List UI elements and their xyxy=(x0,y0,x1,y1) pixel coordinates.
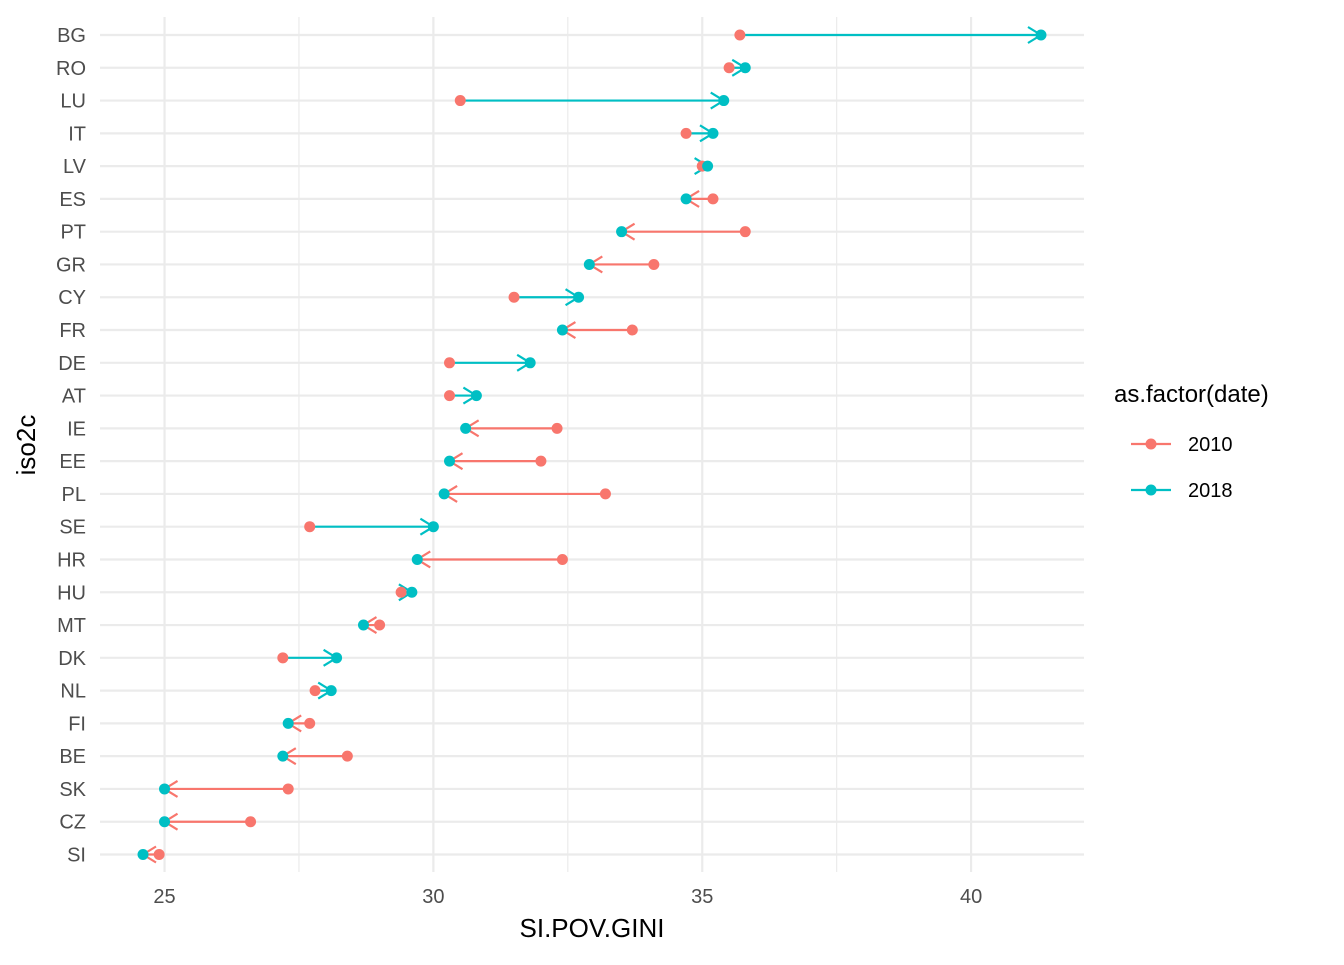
point-2010 xyxy=(444,357,456,369)
point-2010 xyxy=(739,226,751,238)
point-2018 xyxy=(680,193,692,205)
point-2018 xyxy=(159,783,171,795)
point-2018 xyxy=(739,62,751,74)
point-2018 xyxy=(707,127,719,139)
y-tick-label: PT xyxy=(60,222,86,244)
legend-key-point xyxy=(1145,484,1157,496)
point-2010 xyxy=(648,258,660,270)
axes: SI.POV.GINI iso2c 25 30 35 40 BG RO LU IT LV ES PT… xyxy=(11,25,982,943)
y-tick-label: HU xyxy=(57,582,86,604)
point-2010 xyxy=(535,455,547,467)
point-2010 xyxy=(304,521,316,533)
legend-item-label: 2018 xyxy=(1188,480,1233,502)
point-2018 xyxy=(427,521,439,533)
point-2018 xyxy=(524,357,536,369)
point-2018 xyxy=(325,685,337,697)
point-2018 xyxy=(460,422,472,434)
x-axis-label: SI.POV.GINI xyxy=(520,913,665,943)
grid xyxy=(100,17,1084,872)
y-tick-label: RO xyxy=(56,58,86,80)
point-2018 xyxy=(583,258,595,270)
x-tick-label: 25 xyxy=(153,886,175,908)
x-tick-label: 30 xyxy=(422,886,444,908)
y-tick-label: CY xyxy=(58,287,86,309)
y-tick-label: DE xyxy=(58,353,86,375)
point-2010 xyxy=(341,750,353,762)
point-2010 xyxy=(626,324,638,336)
point-2010 xyxy=(734,29,746,41)
point-2018 xyxy=(718,95,730,107)
point-2010 xyxy=(374,619,386,631)
point-2010 xyxy=(153,849,165,860)
point-2010 xyxy=(245,816,257,828)
y-tick-label: SI xyxy=(67,845,86,867)
y-tick-label: FR xyxy=(59,320,86,342)
y-tick-label: HR xyxy=(57,549,86,571)
point-2010 xyxy=(707,193,719,205)
point-2010 xyxy=(556,553,568,565)
y-tick-label: SK xyxy=(59,779,86,801)
point-2018 xyxy=(702,160,714,172)
y-tick-label: IT xyxy=(68,123,86,145)
y-tick-label: BG xyxy=(57,25,86,47)
point-2010 xyxy=(551,422,563,434)
point-2018 xyxy=(573,291,585,303)
point-2010 xyxy=(282,783,294,795)
y-tick-label: CZ xyxy=(59,812,86,834)
point-2010 xyxy=(680,127,692,139)
point-2010 xyxy=(508,291,520,303)
point-2018 xyxy=(411,553,423,565)
point-2018 xyxy=(159,816,171,828)
point-2018 xyxy=(444,455,456,467)
point-2010 xyxy=(309,685,321,697)
legend-title: as.factor(date) xyxy=(1114,381,1269,408)
point-2018 xyxy=(438,488,450,500)
y-tick-label: EE xyxy=(59,451,86,473)
legend-item-label: 2010 xyxy=(1188,434,1233,456)
y-tick-label: AT xyxy=(62,386,86,408)
point-2018 xyxy=(137,849,149,860)
y-tick-label: FI xyxy=(68,713,86,735)
point-2018 xyxy=(331,652,343,664)
y-tick-label: ES xyxy=(59,189,86,211)
point-2010 xyxy=(444,390,456,402)
y-axis-label: iso2c xyxy=(11,415,41,476)
point-2018 xyxy=(616,226,628,238)
point-2018 xyxy=(556,324,568,336)
y-tick-label: GR xyxy=(56,254,86,276)
y-tick-label: DK xyxy=(58,648,86,670)
point-2018 xyxy=(470,390,482,402)
point-2018 xyxy=(282,717,294,729)
y-tick-label: MT xyxy=(57,615,86,637)
point-2010 xyxy=(454,95,466,107)
point-2010 xyxy=(277,652,289,664)
point-2010 xyxy=(304,717,316,729)
point-2018 xyxy=(277,750,289,762)
y-tick-label: BE xyxy=(59,746,86,768)
y-tick-label: SE xyxy=(59,517,86,539)
y-tick-label: IE xyxy=(67,418,86,440)
legend-key-point xyxy=(1145,438,1157,450)
point-2010 xyxy=(395,586,407,598)
point-2018 xyxy=(1035,29,1047,41)
x-tick-label: 40 xyxy=(960,886,982,908)
y-tick-label: LV xyxy=(63,156,87,178)
legend: as.factor(date) 2010 2018 xyxy=(1114,381,1269,502)
point-2010 xyxy=(723,62,735,74)
y-tick-label: PL xyxy=(62,484,86,506)
point-2018 xyxy=(406,586,418,598)
y-tick-label: NL xyxy=(60,681,86,703)
point-2010 xyxy=(599,488,611,500)
x-tick-label: 35 xyxy=(691,886,713,908)
y-tick-label: LU xyxy=(60,91,86,113)
point-2018 xyxy=(357,619,369,631)
marks xyxy=(137,26,1047,864)
